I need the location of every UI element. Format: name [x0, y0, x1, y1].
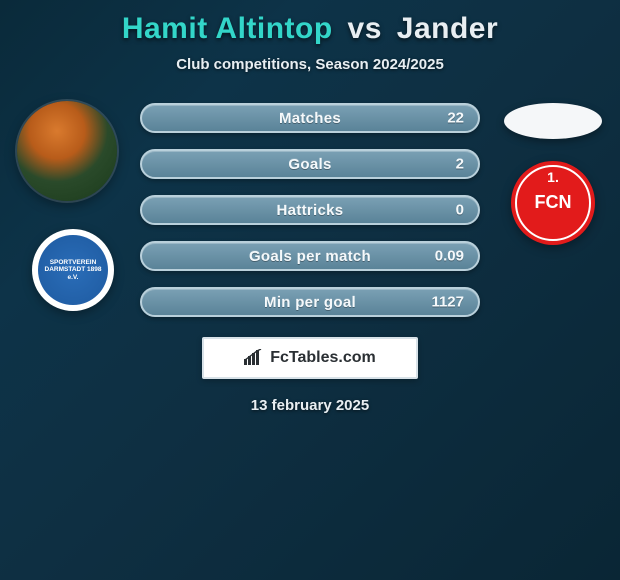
brand-text: FcTables.com — [270, 349, 376, 367]
brand-badge[interactable]: FcTables.com — [202, 337, 418, 379]
stat-bar: Goals 2 — [140, 149, 480, 179]
club1-label: SPORTVEREIN DARMSTADT 1898 e.V. — [38, 235, 108, 305]
root: Hamit Altintop vs Jander Club competitio… — [0, 0, 620, 414]
player1-photo — [17, 101, 117, 201]
player2-club-badge: 1. FCN — [511, 161, 595, 245]
player1-club-badge: SPORTVEREIN DARMSTADT 1898 e.V. — [32, 229, 114, 311]
subtitle: Club competitions, Season 2024/2025 — [176, 56, 444, 73]
player1-name: Hamit Altintop — [122, 12, 333, 45]
stat-bar: Min per goal 1127 — [140, 287, 480, 317]
stats-bars: Matches 22 Goals 2 Hattricks 0 Goals per match… — [140, 103, 480, 317]
bar-chart-icon — [244, 349, 264, 367]
stat-label: Goals — [288, 156, 331, 173]
player2-photo — [504, 103, 602, 139]
stat-value-right: 1127 — [431, 294, 464, 311]
left-column: SPORTVEREIN DARMSTADT 1898 e.V. — [12, 101, 122, 311]
right-column: 1. FCN — [498, 101, 608, 245]
page-title: Hamit Altintop vs Jander — [122, 12, 498, 46]
main-row: SPORTVEREIN DARMSTADT 1898 e.V. Matches 2… — [0, 101, 620, 317]
stat-bar: Matches 22 — [140, 103, 480, 133]
stat-bar: Hattricks 0 — [140, 195, 480, 225]
stat-value-right: 0.09 — [435, 248, 464, 265]
stat-label: Goals per match — [249, 248, 371, 265]
stat-bar: Goals per match 0.09 — [140, 241, 480, 271]
stat-label: Hattricks — [277, 202, 344, 219]
player2-name: Jander — [397, 12, 498, 45]
club2-top: 1. — [547, 169, 559, 185]
stat-label: Min per goal — [264, 294, 356, 311]
vs-separator: vs — [348, 12, 382, 45]
stat-value-right: 2 — [456, 156, 464, 173]
stat-label: Matches — [279, 110, 341, 127]
stat-value-right: 22 — [447, 110, 464, 127]
stat-value-right: 0 — [456, 202, 464, 219]
date-text: 13 february 2025 — [251, 397, 369, 414]
